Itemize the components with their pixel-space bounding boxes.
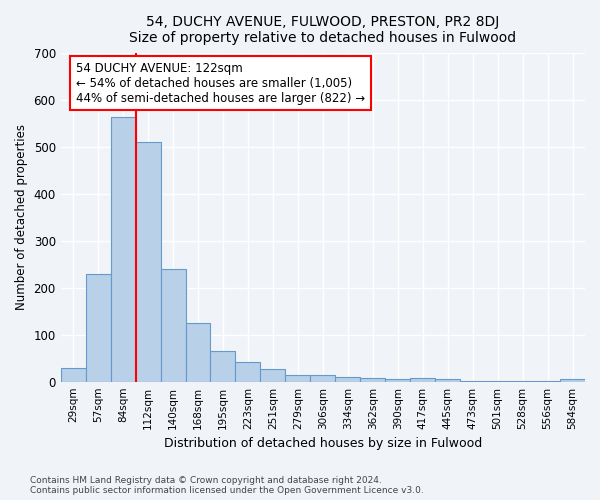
Bar — [510, 380, 535, 382]
Bar — [136, 142, 161, 382]
Bar — [286, 375, 310, 382]
Bar — [235, 362, 260, 382]
Bar — [385, 380, 410, 382]
Bar — [460, 380, 485, 382]
Bar — [335, 377, 360, 382]
X-axis label: Distribution of detached houses by size in Fulwood: Distribution of detached houses by size … — [164, 437, 482, 450]
Title: 54, DUCHY AVENUE, FULWOOD, PRESTON, PR2 8DJ
Size of property relative to detache: 54, DUCHY AVENUE, FULWOOD, PRESTON, PR2 … — [129, 15, 517, 45]
Bar — [211, 351, 235, 382]
Bar — [110, 116, 136, 382]
Bar — [61, 368, 86, 382]
Bar — [435, 380, 460, 382]
Text: 54 DUCHY AVENUE: 122sqm
← 54% of detached houses are smaller (1,005)
44% of semi: 54 DUCHY AVENUE: 122sqm ← 54% of detache… — [76, 62, 365, 104]
Bar — [161, 269, 185, 382]
Bar — [535, 380, 560, 382]
Bar — [185, 323, 211, 382]
Bar — [310, 375, 335, 382]
Bar — [360, 378, 385, 382]
Y-axis label: Number of detached properties: Number of detached properties — [15, 124, 28, 310]
Text: Contains HM Land Registry data © Crown copyright and database right 2024.
Contai: Contains HM Land Registry data © Crown c… — [30, 476, 424, 495]
Bar — [560, 380, 585, 382]
Bar — [485, 380, 510, 382]
Bar — [410, 378, 435, 382]
Bar — [86, 274, 110, 382]
Bar — [260, 368, 286, 382]
